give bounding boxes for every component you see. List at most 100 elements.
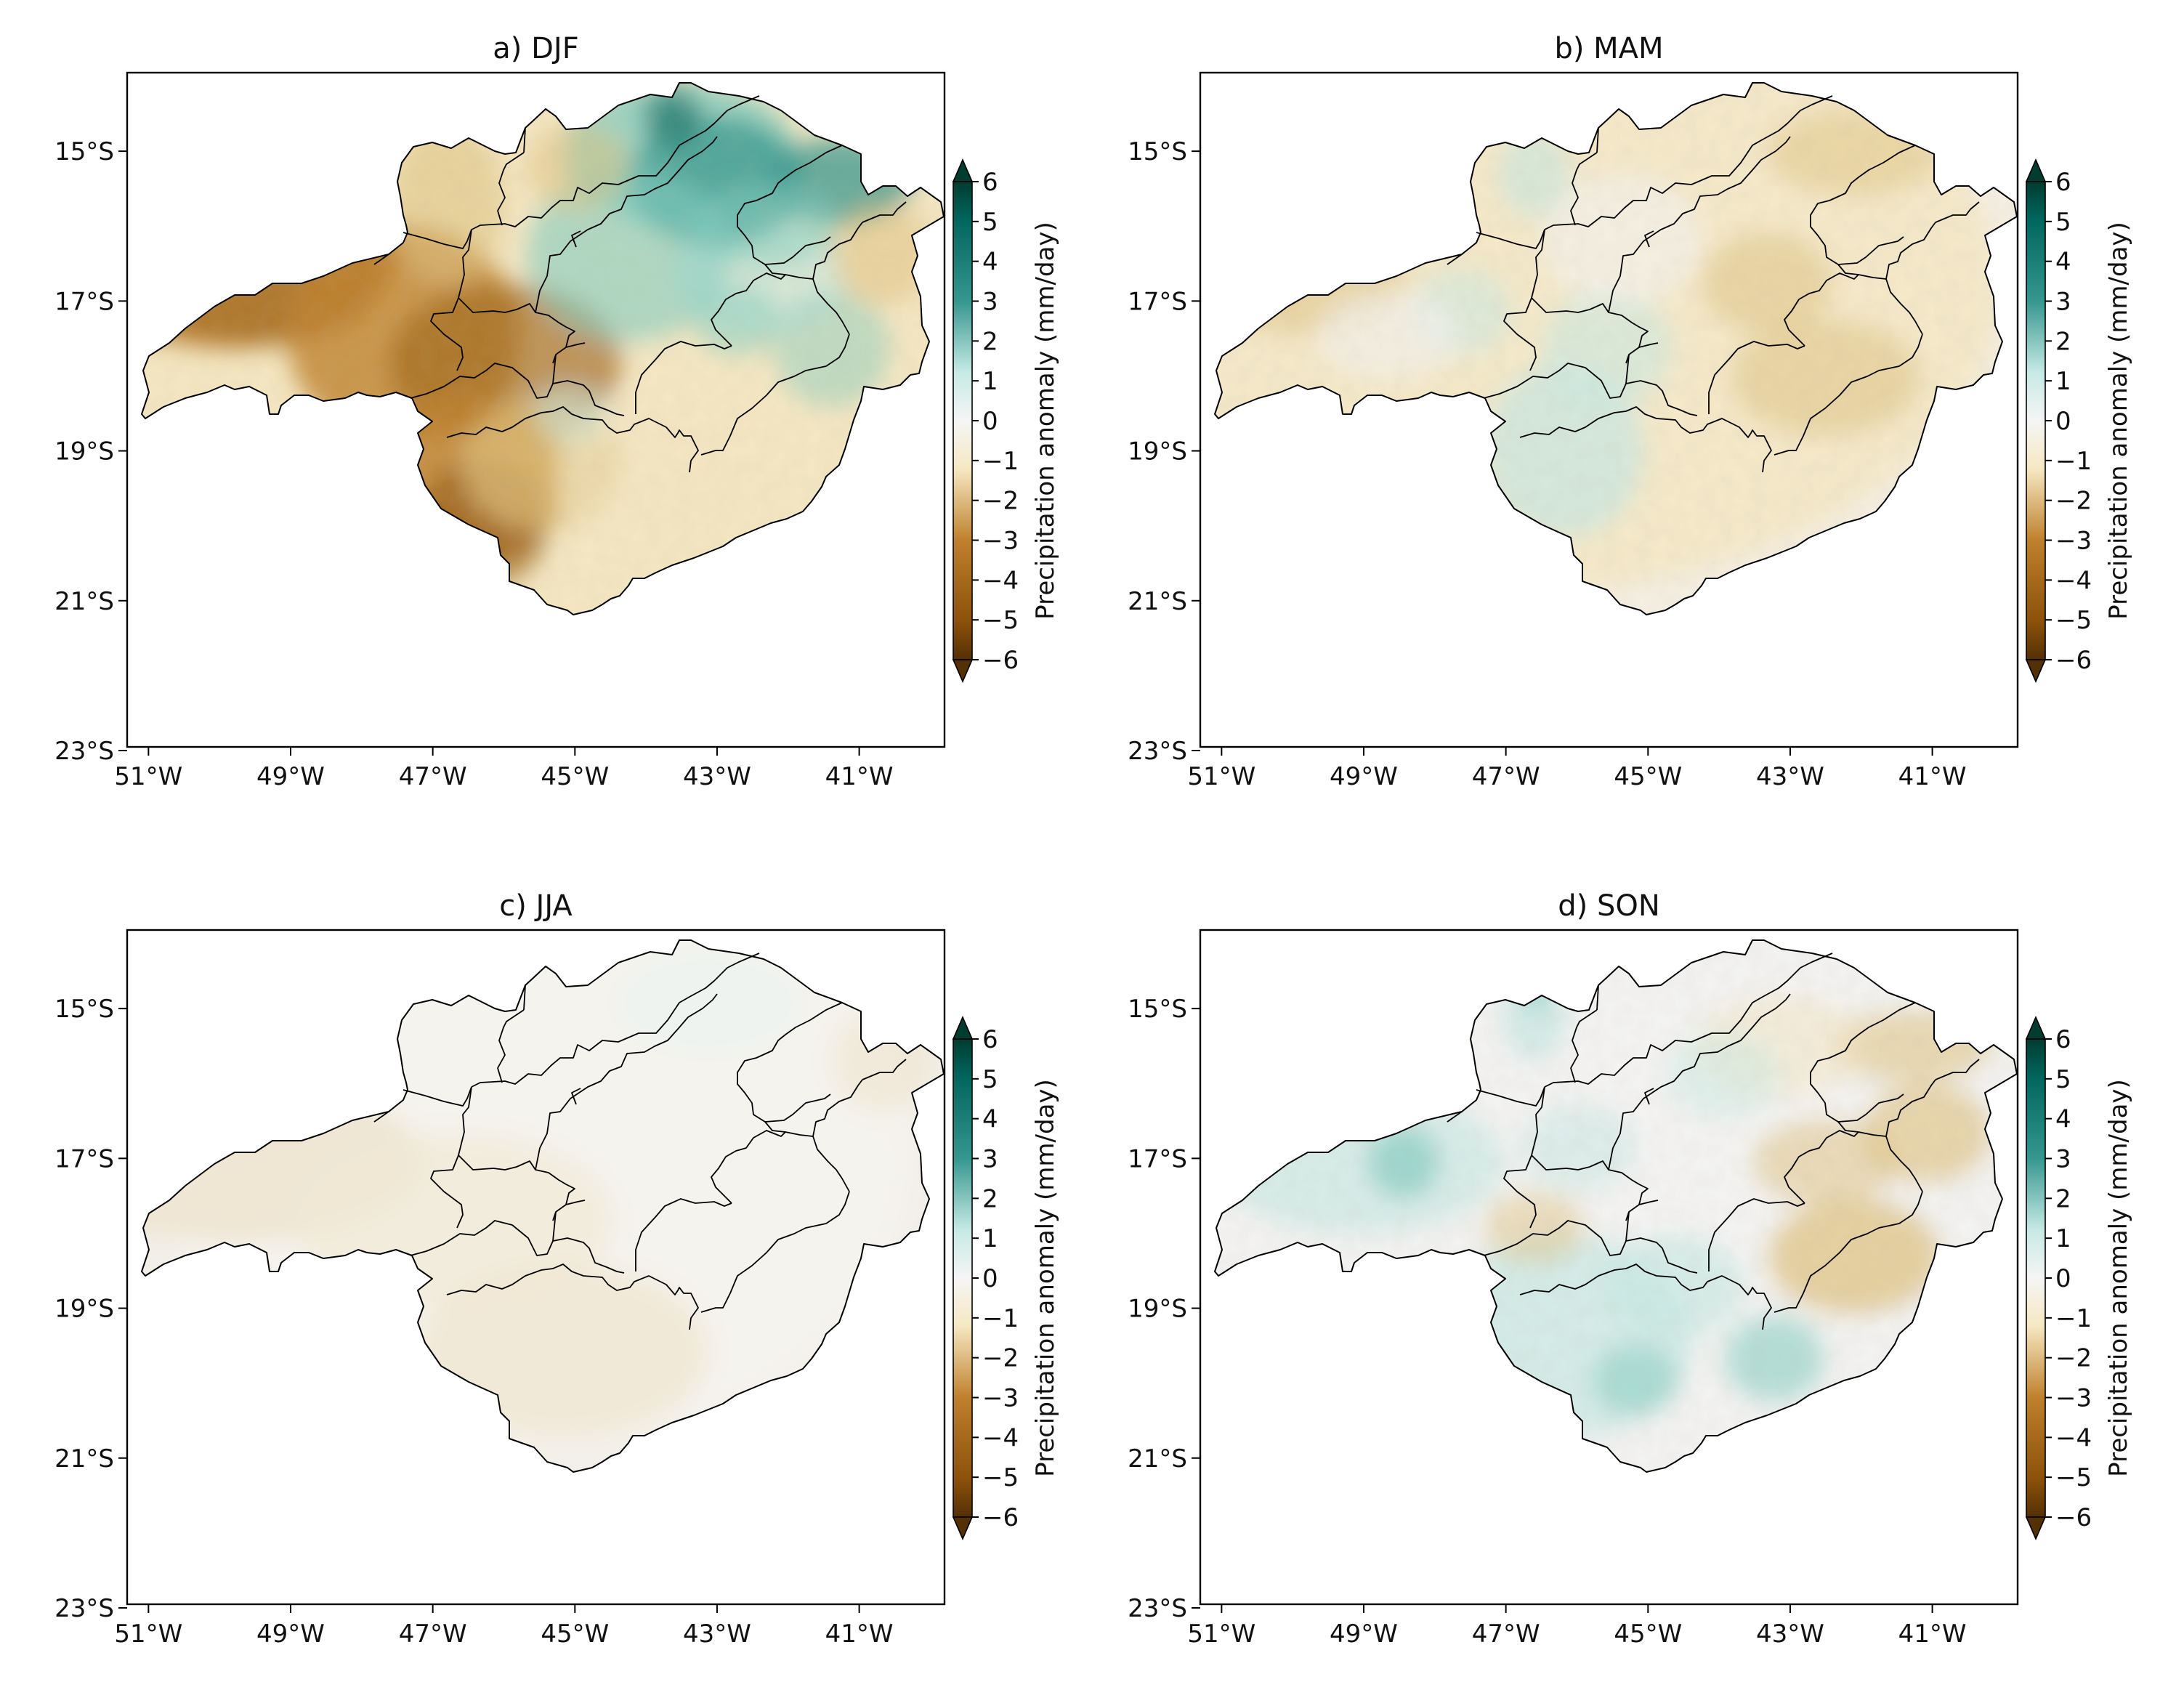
colorbar-tick-label: 3 (2055, 288, 2071, 317)
region-boundary (471, 95, 760, 230)
region-boundary (1503, 1086, 1545, 1229)
lat-tick-label: 17°S (54, 287, 114, 316)
region-boundary (1503, 229, 1545, 371)
colorbar-extend-max (2025, 158, 2047, 182)
region-boundary (403, 229, 472, 249)
lon-tick-label: 41°W (825, 1620, 894, 1649)
colorbar-tick-label: −4 (982, 566, 1019, 595)
colorbar-extend-max (952, 158, 974, 182)
region-boundary (552, 1211, 557, 1242)
region-boundary (1483, 1220, 1698, 1274)
lon-tick-label: 51°W (114, 762, 182, 791)
lon-tick-label: 51°W (114, 1620, 182, 1649)
region-boundary (764, 1093, 831, 1123)
region-boundary (812, 222, 863, 335)
colorbar-tick-label: −1 (982, 1304, 1019, 1333)
region-boundary (1625, 1211, 1630, 1242)
region-boundary (565, 1200, 586, 1205)
colorbar-tick-label: 6 (2055, 1025, 2071, 1054)
region-boundary (737, 1002, 843, 1137)
colorbar-tick-label: 3 (982, 1145, 998, 1174)
region-boundary (1519, 406, 1772, 473)
lat-tick-label: 21°S (54, 587, 114, 616)
colorbar-tick-label: −5 (982, 1463, 1019, 1492)
lat-tick-label: 21°S (1128, 1444, 1187, 1473)
colorbar-tick-label: 1 (2055, 1224, 2071, 1253)
lon-tick-label: 49°W (256, 1620, 325, 1649)
region-boundary (410, 1220, 625, 1274)
colorbar-tick-label: 3 (2055, 1145, 2071, 1174)
region-boundary (1596, 984, 1599, 1011)
region-boundary (1476, 1086, 1545, 1107)
lat-tick-label: 19°S (1128, 437, 1187, 466)
lon-tick-label: 41°W (1898, 1620, 1967, 1649)
colorbar-tick-label: −2 (2055, 1344, 2092, 1373)
region-boundary (1644, 230, 1654, 248)
colorbar-tick-label: −4 (2055, 1423, 2092, 1452)
region-boundary (1885, 222, 1936, 335)
lon-tick-label: 51°W (1187, 1620, 1255, 1649)
colorbar-tick-label: 6 (982, 168, 998, 197)
region-boundary (1638, 342, 1659, 348)
panel-title: a) DJF (493, 32, 578, 65)
colorbar-scale (953, 181, 973, 660)
colorbar-tick-label: 5 (2055, 208, 2071, 237)
state-boundary (141, 939, 945, 1473)
colorbar-tick-label: 5 (982, 208, 998, 237)
colorbar-tick-label: −1 (982, 447, 1019, 476)
region-boundary (1935, 201, 1980, 223)
lon-tick-label: 47°W (399, 1620, 467, 1649)
lat-tick-label: 17°S (1128, 287, 1187, 316)
lat-tick-label: 19°S (54, 1295, 114, 1324)
colorbar-tick-label: −4 (982, 1423, 1019, 1452)
lon-tick-label: 45°W (541, 1620, 609, 1649)
region-boundary (571, 1088, 581, 1105)
colorbar-tick-label: 2 (982, 1184, 998, 1213)
colorbar-extend-max (952, 1015, 974, 1040)
region-boundary (1935, 1059, 1980, 1080)
lon-tick-label: 41°W (1898, 762, 1967, 791)
state-boundary (1214, 939, 2018, 1473)
region-boundary (1608, 136, 1791, 313)
colorbar-tick-label: 0 (982, 1264, 998, 1293)
colorbar-tick-label: −3 (2055, 1384, 2092, 1413)
region-boundary (1570, 1009, 1598, 1083)
region-boundary (1519, 1263, 1772, 1330)
lat-tick-label: 15°S (1128, 137, 1187, 166)
region-boundary (430, 229, 472, 371)
colorbar-label: Precipitation anomaly (mm/day) (2104, 1079, 2133, 1477)
region-boundary (1596, 127, 1599, 153)
region-boundary (523, 984, 526, 1011)
colorbar: 6 5 4 3 2 1 0 −1 −2 −3 −4 −5 −6 Precipitation anomaly… (952, 1015, 1060, 1541)
colorbar-extend-min (952, 1516, 974, 1541)
region-boundary (1483, 363, 1698, 416)
colorbar-extend-min (2025, 659, 2047, 684)
region-boundary (1774, 333, 1923, 456)
colorbar-tick-label: 5 (2055, 1065, 2071, 1094)
region-boundary (497, 1009, 525, 1083)
lon-tick-label: 47°W (399, 762, 467, 791)
colorbar-tick-label: −2 (2055, 487, 2092, 516)
lat-tick-label: 19°S (54, 437, 114, 466)
lon-tick-label: 49°W (1330, 762, 1398, 791)
region-boundary (700, 333, 850, 456)
region-boundary (862, 1059, 907, 1080)
region-boundary (1544, 95, 1833, 230)
colorbar-tick-label: −2 (982, 1344, 1019, 1373)
region-boundary (565, 342, 586, 348)
colorbar-label: Precipitation anomaly (mm/day) (1031, 222, 1060, 620)
lat-tick-label: 15°S (1128, 995, 1187, 1024)
region-boundary (1544, 953, 1833, 1088)
colorbar-tick-label: 6 (2055, 168, 2071, 197)
region-boundary (458, 1155, 575, 1221)
lon-tick-label: 45°W (1614, 762, 1682, 791)
lon-tick-label: 43°W (683, 762, 751, 791)
colorbar-tick-label: 3 (982, 288, 998, 317)
region-boundary (1447, 1111, 1463, 1123)
colorbar-label: Precipitation anomaly (mm/day) (2104, 222, 2133, 620)
lon-tick-label: 45°W (1614, 1620, 1682, 1649)
colorbar-tick-label: −3 (982, 1384, 1019, 1413)
